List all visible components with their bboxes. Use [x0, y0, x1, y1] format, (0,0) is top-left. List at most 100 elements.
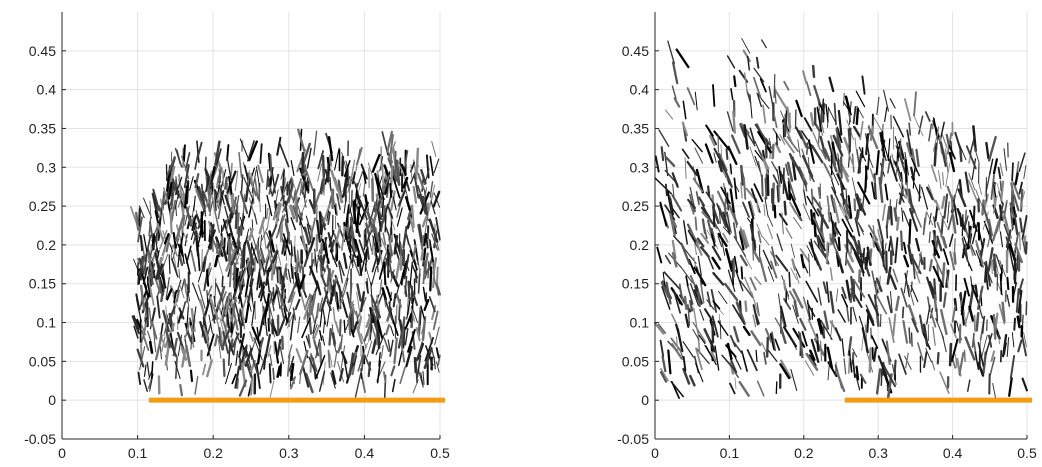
- stroke-mark: [886, 266, 892, 285]
- stroke-mark: [892, 268, 899, 283]
- stroke-mark: [268, 230, 276, 253]
- stroke-mark: [982, 351, 988, 375]
- stroke-mark: [219, 327, 224, 345]
- stroke-mark: [228, 344, 231, 366]
- stroke-mark: [908, 327, 911, 344]
- stroke-mark: [201, 245, 211, 267]
- stroke-mark: [898, 140, 905, 160]
- stroke-mark: [756, 223, 763, 238]
- stroke-mark: [364, 354, 372, 371]
- stroke-mark: [306, 223, 310, 235]
- stroke-mark: [802, 296, 811, 321]
- stroke-mark: [407, 328, 416, 353]
- y-tick-label: 0.1: [37, 315, 57, 331]
- stroke-mark: [398, 341, 405, 366]
- stroke-mark: [295, 348, 303, 364]
- stroke-mark: [694, 91, 698, 111]
- stroke-mark: [394, 150, 397, 176]
- stroke-mark: [713, 152, 717, 163]
- stroke-mark: [699, 309, 705, 321]
- stroke-mark: [753, 76, 762, 99]
- stroke-mark: [205, 176, 209, 192]
- stroke-mark: [989, 356, 996, 376]
- stroke-mark: [162, 241, 167, 261]
- stroke-mark: [696, 266, 703, 285]
- stroke-mark: [356, 170, 364, 190]
- stroke-mark: [905, 188, 907, 199]
- stroke-mark: [936, 221, 946, 247]
- stroke-mark: [958, 351, 965, 376]
- stroke-mark: [396, 294, 402, 308]
- stroke-mark: [801, 130, 809, 141]
- stroke-mark: [660, 368, 669, 382]
- stroke-mark: [669, 212, 676, 237]
- stroke-mark: [940, 132, 948, 149]
- stroke-mark: [317, 150, 325, 170]
- stroke-mark: [904, 355, 912, 370]
- stroke-mark: [806, 245, 814, 258]
- stroke-mark: [928, 123, 933, 142]
- stroke-mark: [421, 215, 428, 228]
- stroke-mark: [742, 49, 752, 63]
- stroke-mark: [236, 377, 239, 390]
- stroke-mark: [239, 309, 244, 327]
- stroke-mark: [168, 254, 171, 275]
- stroke-mark: [353, 181, 361, 202]
- stroke-mark: [749, 223, 757, 249]
- stroke-mark: [904, 98, 912, 122]
- stroke-mark: [335, 225, 342, 243]
- stroke-mark: [951, 214, 957, 234]
- stroke-mark: [662, 272, 666, 290]
- stroke-mark: [757, 161, 763, 179]
- stroke-mark: [289, 314, 295, 341]
- stroke-mark: [371, 255, 378, 273]
- stroke-mark: [381, 197, 385, 217]
- stroke-mark: [876, 96, 880, 116]
- stroke-mark: [280, 305, 285, 321]
- stroke-mark: [342, 301, 348, 318]
- stroke-mark: [906, 129, 913, 156]
- stroke-mark: [683, 295, 688, 311]
- stroke-mark: [1013, 263, 1019, 282]
- stroke-mark: [732, 326, 740, 343]
- stroke-mark: [139, 284, 146, 311]
- stroke-mark: [434, 326, 440, 346]
- stroke-mark: [868, 248, 873, 263]
- stroke-mark: [152, 328, 157, 353]
- stroke-mark: [251, 169, 257, 194]
- stroke-mark: [230, 320, 236, 338]
- stroke-mark: [186, 283, 190, 302]
- stroke-mark: [865, 251, 870, 267]
- stroke-mark: [342, 252, 348, 270]
- stroke-mark: [290, 291, 295, 303]
- stroke-mark: [165, 156, 176, 178]
- stroke-mark: [365, 222, 370, 235]
- stroke-mark: [932, 265, 945, 288]
- stroke-mark: [981, 316, 985, 334]
- stroke-mark: [686, 87, 696, 106]
- stroke-mark: [700, 232, 710, 244]
- stroke-mark: [391, 174, 401, 199]
- stroke-mark: [328, 327, 332, 346]
- stroke-mark: [180, 301, 187, 319]
- stroke-mark: [675, 336, 679, 356]
- stroke-mark: [197, 141, 203, 158]
- stroke-mark: [351, 321, 359, 335]
- stroke-mark: [223, 237, 226, 250]
- stroke-mark: [892, 313, 897, 337]
- stroke-mark: [681, 148, 690, 160]
- stroke-mark: [694, 243, 697, 256]
- stroke-mark: [803, 117, 813, 132]
- stroke-mark: [991, 220, 1001, 242]
- stroke-mark: [332, 281, 337, 297]
- stroke-mark: [852, 106, 857, 125]
- stroke-mark: [832, 134, 844, 157]
- stroke-mark: [375, 333, 386, 356]
- stroke-mark: [238, 379, 248, 397]
- stroke-mark: [424, 336, 434, 362]
- stroke-mark: [839, 178, 846, 205]
- stroke-mark: [392, 196, 397, 211]
- stroke-mark: [820, 319, 833, 340]
- stroke-mark: [203, 193, 210, 209]
- stroke-mark: [260, 259, 266, 275]
